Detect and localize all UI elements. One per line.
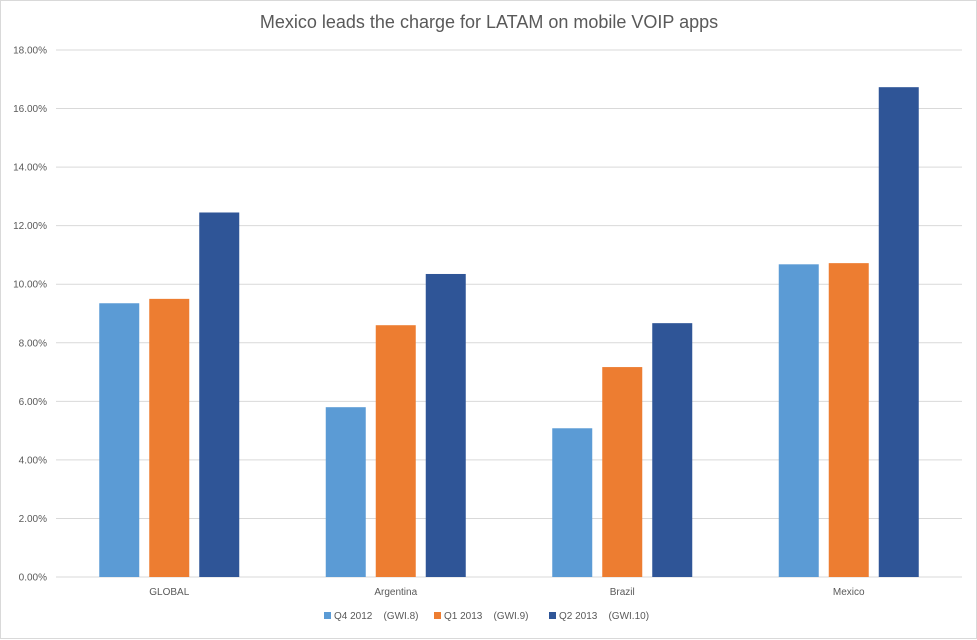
bar-argentina-series-1 <box>325 407 366 577</box>
y-tick-label: 16.00% <box>13 104 47 115</box>
y-tick-label: 0.00% <box>19 573 47 584</box>
bar-mexico-series-1 <box>778 264 819 577</box>
gridlines <box>56 49 962 578</box>
bar-global-series-1 <box>99 303 140 577</box>
bars <box>99 87 919 578</box>
bar-brazil-series-2 <box>602 367 643 577</box>
y-tick-label: 2.00% <box>19 514 47 525</box>
x-category-label: Argentina <box>374 587 417 598</box>
bar-argentina-series-2 <box>375 325 416 577</box>
y-axis-ticks: 0.00% 2.00% 4.00% 6.00% 8.00% 10.00% 12.00% 14.… <box>13 46 47 584</box>
bar-mexico-series-2 <box>828 263 869 577</box>
legend-swatch <box>549 612 556 619</box>
legend: Q4 2012 (GWI.8) Q1 2013 (GWI.9) Q2 2013 (G… <box>324 611 649 622</box>
y-tick-label: 8.00% <box>19 338 47 349</box>
bar-global-series-3 <box>199 212 240 577</box>
y-tick-label: 14.00% <box>13 163 47 174</box>
bar-mexico-series-3 <box>878 87 919 578</box>
bar-brazil-series-3 <box>652 323 693 577</box>
x-category-label: GLOBAL <box>149 587 189 598</box>
x-category-label: Brazil <box>610 587 635 598</box>
bar-global-series-2 <box>149 298 190 577</box>
legend-swatch <box>434 612 441 619</box>
y-tick-label: 12.00% <box>13 221 47 232</box>
legend-label: Q1 2013 (GWI.9) <box>444 611 528 622</box>
bar-brazil-series-1 <box>552 428 593 577</box>
x-category-label: Mexico <box>833 587 865 598</box>
legend-label: Q4 2012 (GWI.8) <box>334 611 418 622</box>
legend-label: Q2 2013 (GWI.10) <box>559 611 649 622</box>
chart-title: Mexico leads the charge for LATAM on mob… <box>260 12 718 32</box>
y-tick-label: 10.00% <box>13 280 47 291</box>
bar-argentina-series-3 <box>425 273 466 577</box>
x-axis-categories: GLOBAL Argentina Brazil Mexico <box>149 587 865 598</box>
y-tick-label: 6.00% <box>19 397 47 408</box>
y-tick-label: 18.00% <box>13 46 47 57</box>
y-tick-label: 4.00% <box>19 455 47 466</box>
legend-swatch <box>324 612 331 619</box>
